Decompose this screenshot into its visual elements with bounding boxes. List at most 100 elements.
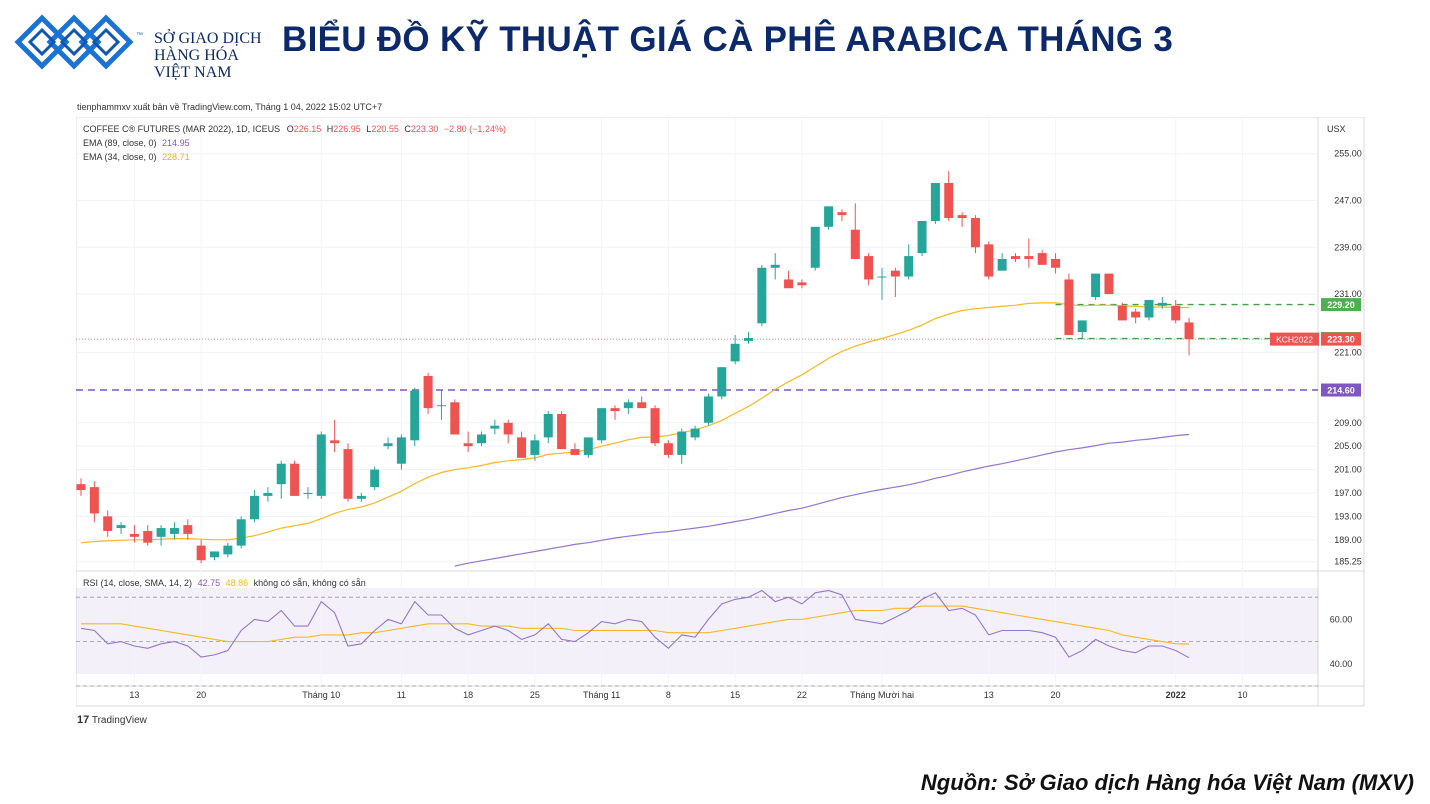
- mxv-logo-mark: [14, 14, 134, 70]
- rsi-legend-label: RSI (14, close, SMA, 14, 2): [83, 578, 192, 588]
- candle-body: [463, 443, 473, 447]
- candle: [1011, 253, 1020, 262]
- candle-body: [210, 551, 219, 558]
- candle: [1157, 297, 1167, 309]
- candle: [1037, 250, 1047, 265]
- candle: [1024, 238, 1034, 268]
- y-tick-label: 193.00: [1334, 511, 1362, 521]
- y-tick-label: 205.00: [1334, 441, 1362, 451]
- candle-body: [1064, 279, 1074, 336]
- candle: [410, 387, 420, 447]
- candle-body: [370, 469, 380, 488]
- x-tick-label: 10: [1237, 690, 1247, 700]
- ema34-line: [80, 302, 1189, 544]
- candle-body: [583, 437, 593, 455]
- trademark-symbol: ™: [136, 32, 143, 39]
- candle-body: [263, 492, 273, 496]
- candle-body: [330, 440, 340, 444]
- candle-body: [837, 212, 847, 216]
- mxv-logo: ™ SỞ GIAO DỊCH HÀNG HÓA VIỆT NAM: [14, 14, 262, 81]
- candle: [770, 253, 780, 280]
- candle-body: [917, 220, 927, 254]
- price-label-purple: 214.60: [1321, 383, 1361, 397]
- candle-body: [1144, 299, 1154, 318]
- logo-text: SỞ GIAO DỊCH HÀNG HÓA VIỆT NAM: [154, 30, 262, 81]
- price-label-red: 223.30 KCH2022: [1270, 332, 1361, 346]
- candle: [650, 405, 660, 447]
- candle: [370, 466, 380, 491]
- price-label-box: [1321, 383, 1361, 397]
- logo-line-2: HÀNG HÓA: [154, 47, 239, 64]
- candle: [156, 525, 166, 546]
- candle: [490, 419, 500, 435]
- candle-body: [236, 519, 246, 546]
- candle: [543, 411, 553, 444]
- candle: [917, 220, 927, 257]
- rsi-ma-line: [81, 605, 1190, 645]
- y-tick-label: 239.00: [1334, 242, 1362, 252]
- candle-body: [610, 408, 620, 412]
- y-tick-label: 255.00: [1334, 149, 1362, 159]
- rsi-legend-na2: không có sẵn: [312, 578, 366, 588]
- candle: [557, 411, 567, 450]
- candle-body: [1024, 256, 1034, 259]
- rsi-legend-sep: ,: [307, 578, 312, 588]
- legend-change: −2.80 (−1.24%): [444, 124, 506, 134]
- candle-body: [1104, 273, 1114, 295]
- candle-body: [250, 495, 260, 520]
- candle-body: [864, 256, 874, 280]
- price-label-text: 223.30: [1327, 335, 1355, 345]
- candle: [797, 279, 807, 289]
- x-tick-label: 13: [129, 690, 139, 700]
- tradingview-text: TradingView: [91, 715, 147, 726]
- symbol-label-box: [1270, 332, 1319, 346]
- ema89-line: [454, 433, 1190, 567]
- candle-body: [1171, 305, 1181, 321]
- x-tick-label: 20: [1051, 690, 1061, 700]
- legend-ema89: EMA (89, close, 0) 214.95: [83, 138, 190, 148]
- rsi-band: [76, 588, 1318, 674]
- rsi-legend-value: 42.75: [198, 578, 221, 588]
- candle-body: [597, 408, 607, 441]
- candle-body: [797, 282, 807, 286]
- x-tick-label: 22: [797, 690, 807, 700]
- axes: 255.00 247.00 239.00 231.00 221.00 209.00 205.…: [129, 149, 1361, 700]
- candle-body: [223, 545, 233, 555]
- candle-body: [1077, 320, 1087, 333]
- candle-body: [1051, 258, 1061, 268]
- x-tick-label: Tháng 11: [583, 690, 620, 700]
- legend-close: 223.30: [411, 124, 439, 134]
- tradingview-watermark: 17 TradingView: [77, 714, 147, 726]
- candle-body: [156, 528, 166, 537]
- legend-ema34: EMA (34, close, 0) 228.71: [83, 152, 190, 162]
- price-chart[interactable]: 255.00 247.00 239.00 231.00 221.00 209.00 205.…: [76, 117, 1366, 732]
- candle: [663, 440, 673, 458]
- candle-body: [744, 337, 753, 341]
- price-label-box: [1321, 298, 1361, 312]
- legend-c-label: C: [404, 124, 411, 134]
- candle-body: [984, 244, 994, 277]
- candle: [210, 551, 219, 561]
- legend-symbol: COFFEE C® FUTURES (MAR 2022), 1D, ICEUS …: [83, 124, 506, 134]
- candle-body: [957, 215, 967, 219]
- candle: [316, 431, 326, 499]
- candle: [116, 522, 126, 534]
- x-tick-label: 11: [397, 690, 406, 700]
- candle-body: [784, 279, 794, 289]
- candle-body: [944, 182, 954, 219]
- candle-body: [1091, 273, 1101, 298]
- y-tick-label: 231.00: [1334, 289, 1362, 299]
- candle-body: [129, 533, 139, 537]
- candle: [717, 367, 727, 400]
- source-line: Nguồn: Sở Giao dịch Hàng hóa Việt Nam (M…: [920, 770, 1414, 795]
- rsi-tick-label: 60.00: [1330, 614, 1353, 624]
- candle: [890, 267, 900, 298]
- candle: [1051, 253, 1061, 274]
- y-tick-label: 221.00: [1334, 348, 1362, 358]
- candle-body: [1037, 253, 1047, 265]
- candle: [103, 510, 113, 537]
- candle: [810, 226, 820, 271]
- candle-body: [1011, 256, 1020, 259]
- y-tick-label: 197.00: [1334, 488, 1362, 498]
- candle: [450, 399, 460, 435]
